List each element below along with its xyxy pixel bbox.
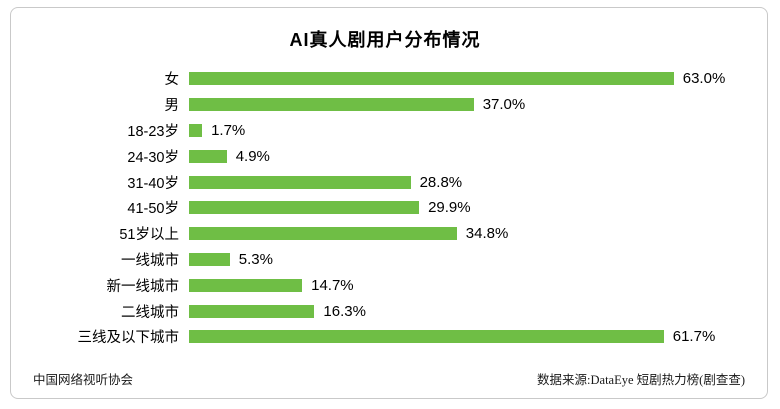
bar-track: 63.0%: [189, 70, 741, 87]
value-label: 29.9%: [428, 199, 471, 217]
bar-track: 34.8%: [189, 225, 741, 242]
chart-footer: 中国网络视听协会 数据来源:DataEye 短剧热力榜(剧查查): [33, 369, 745, 388]
bar: [189, 227, 457, 241]
bar-row: 18-23岁 1.7%: [29, 118, 741, 144]
bar: [189, 72, 674, 86]
bar: [189, 123, 203, 137]
category-label: 二线城市: [121, 304, 179, 321]
bar-row: 三线及以下城市 61.7%: [29, 324, 741, 350]
value-label: 34.8%: [465, 225, 509, 243]
bar-track: 29.9%: [189, 199, 741, 216]
bar-row: 51岁以上 34.8%: [29, 221, 741, 247]
category-label: 31-40岁: [127, 175, 179, 192]
value-label: 5.3%: [238, 250, 273, 268]
bar-row: 二线城市 16.3%: [29, 298, 741, 324]
category-label: 女: [164, 72, 180, 89]
value-label: 14.7%: [311, 276, 354, 294]
bar-row: 24-30岁 4.9%: [29, 143, 741, 169]
bar-track: 14.7%: [189, 277, 741, 294]
bar: [189, 252, 230, 266]
chart-card: AI真人剧用户分布情况 女 63.0% 男 37.0% 18-23岁 1.7% 24-30岁…: [10, 7, 768, 399]
bar-track: 28.8%: [189, 174, 741, 191]
category-label: 41-50岁: [127, 201, 179, 218]
bar-row: 男 37.0%: [29, 92, 741, 118]
bar-row: 41-50岁 29.9%: [29, 195, 741, 221]
category-label: 24-30岁: [127, 149, 179, 166]
category-label: 一线城市: [121, 252, 179, 269]
category-label: 18-23岁: [127, 123, 179, 140]
value-label: 63.0%: [682, 70, 726, 88]
value-label: 28.8%: [419, 173, 463, 191]
bar-track: 1.7%: [189, 122, 741, 139]
category-label: 51岁以上: [119, 227, 179, 244]
bar-row: 一线城市 5.3%: [29, 247, 741, 273]
bar: [189, 175, 411, 189]
bar-track: 4.9%: [189, 148, 741, 165]
bar-track: 61.7%: [189, 328, 741, 345]
bar: [189, 304, 315, 318]
value-label: 16.3%: [323, 302, 366, 320]
source-left: 中国网络视听协会: [33, 373, 134, 387]
category-label: 三线及以下城市: [77, 330, 180, 347]
value-label: 1.7%: [211, 121, 246, 139]
bar: [189, 98, 474, 112]
bar: [189, 201, 420, 215]
bar-track: 5.3%: [189, 251, 741, 268]
bar: [189, 278, 303, 292]
source-right: 数据来源:DataEye 短剧热力榜(剧查查): [537, 373, 745, 387]
bar-rows: 女 63.0% 男 37.0% 18-23岁 1.7% 24-30岁 4.9% 31-40岁 28…: [29, 66, 741, 350]
bar: [189, 330, 664, 344]
bar-row: 女 63.0%: [29, 66, 741, 92]
value-label: 61.7%: [672, 328, 716, 346]
category-label: 男: [164, 98, 180, 115]
bar-track: 16.3%: [189, 303, 741, 320]
bar: [189, 149, 227, 163]
value-label: 37.0%: [482, 96, 526, 114]
bar-track: 37.0%: [189, 96, 741, 113]
chart-title: AI真人剧用户分布情况: [289, 30, 481, 50]
bar-row: 31-40岁 28.8%: [29, 169, 741, 195]
value-label: 4.9%: [235, 147, 270, 165]
bar-row: 新一线城市 14.7%: [29, 272, 741, 298]
category-label: 新一线城市: [106, 278, 180, 295]
